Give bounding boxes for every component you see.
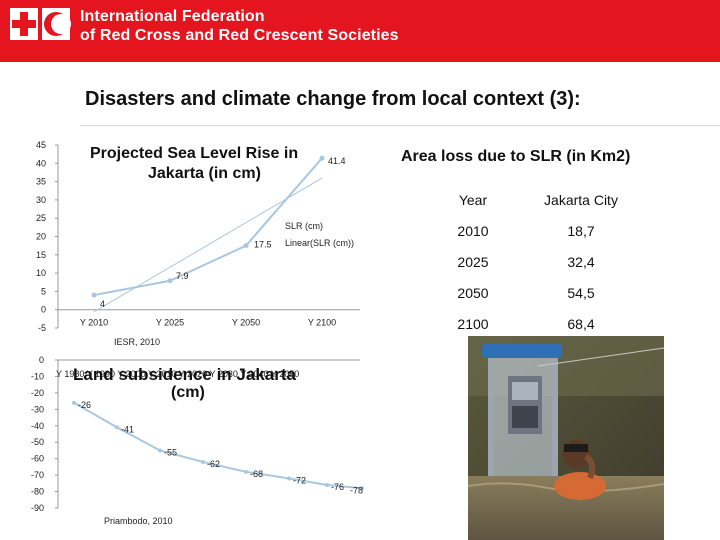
x-tick-label: Y 2025: [156, 318, 184, 328]
y-tick-label: 20: [36, 232, 46, 242]
data-point: [244, 469, 248, 474]
y-tick-label: 15: [36, 250, 46, 260]
sea-level-trendline: [93, 177, 323, 313]
sea-level-title-line2: Jakarta (in cm): [148, 165, 261, 182]
data-point: [158, 448, 162, 453]
table-cell-value: 32,4: [567, 253, 595, 270]
sea-level-rise-chart: 45 40 35 30 25 20 15 10 5 0 -5 Y 2010 Y 2025 Y 2050 Y…: [36, 140, 360, 347]
table-cell-year: 2100: [457, 315, 489, 332]
data-label: -78: [350, 485, 363, 495]
area-loss-header-city: Jakarta City: [544, 191, 618, 208]
subsidence-y-axis: [57, 359, 360, 508]
data-label: -72: [293, 475, 306, 485]
area-loss-table: Year Jakarta City 2010 18,7 2025 32,4 20…: [430, 184, 646, 339]
data-label: -55: [164, 447, 177, 457]
data-label: -26: [78, 400, 91, 410]
y-tick-label: -5: [38, 323, 46, 333]
y-tick-label: 45: [36, 140, 46, 150]
y-tick-label: -70: [31, 470, 44, 480]
data-point: [287, 476, 291, 481]
y-tick-label: 35: [36, 177, 46, 187]
y-tick-label: -40: [31, 421, 44, 431]
land-subsidence-chart: 0 -10 -20 -30 -40 -50 -60 -70 -80 -90 -26 -41 -55 -6…: [31, 355, 364, 526]
sea-level-legend-trend: Linear(SLR (cm)): [285, 238, 354, 248]
y-tick-label: -80: [31, 487, 44, 497]
data-point: [167, 278, 173, 284]
sea-level-series-line: [93, 157, 323, 297]
y-tick-label: 10: [36, 268, 46, 278]
table-cell-year: 2010: [457, 222, 489, 239]
y-tick-label: 0: [39, 355, 44, 365]
data-label: 4: [100, 299, 105, 309]
area-loss-title: Area loss due to SLR (in Km2): [401, 148, 631, 165]
header-bar: International Federation of Red Cross an…: [0, 0, 720, 62]
subsidence-title-line2: (cm): [171, 384, 205, 401]
table-cell-value: 54,5: [567, 284, 595, 301]
y-tick-label: -90: [31, 503, 44, 513]
table-cell-year: 2050: [457, 284, 489, 301]
slide-title: Disasters and climate change from local …: [85, 88, 581, 110]
y-tick-label: 5: [41, 286, 46, 296]
table-cell-value: 68,4: [567, 315, 595, 332]
data-label: 17.5: [254, 240, 272, 250]
data-point: [72, 400, 76, 405]
y-tick-label: -30: [31, 404, 44, 414]
table-row: 2025 32,4: [430, 246, 646, 277]
y-tick-label: -10: [31, 371, 44, 381]
subsidence-series-line: [73, 401, 363, 490]
flooded-phone-booth-photo: [468, 336, 664, 540]
subsidence-source: Priambodo, 2010: [104, 516, 173, 526]
data-point: [201, 459, 205, 464]
y-tick-label: -20: [31, 388, 44, 398]
org-name-line1: International Federation: [80, 8, 265, 25]
area-loss-header-row: Year Jakarta City: [430, 184, 646, 215]
x-tick-label: Y 2050: [232, 318, 260, 328]
y-tick-label: -50: [31, 437, 44, 447]
data-label: -41: [121, 424, 134, 434]
data-point: [243, 243, 249, 249]
table-row: 2050 54,5: [430, 277, 646, 308]
table-cell-value: 18,7: [567, 222, 595, 239]
y-tick-label: 25: [36, 213, 46, 223]
data-point: [91, 292, 97, 298]
data-label: -68: [250, 469, 263, 479]
data-label: 41.4: [328, 156, 346, 166]
sea-level-title-line1: Projected Sea Level Rise in: [90, 145, 298, 162]
area-loss-header-year: Year: [458, 191, 488, 208]
red-cross-red-crescent-logo: [10, 8, 71, 40]
data-label: 7.9: [176, 271, 189, 281]
x-tick-label: Y 2010: [80, 318, 108, 328]
data-point: [115, 425, 119, 430]
table-row: 2100 68,4: [430, 308, 646, 339]
data-point: [319, 155, 325, 161]
data-point: [360, 486, 364, 491]
table-cell-year: 2025: [457, 253, 489, 270]
data-label: -62: [207, 459, 220, 469]
sea-level-source: IESR, 2010: [114, 337, 160, 347]
x-tick-label: Y 2100: [308, 318, 336, 328]
y-tick-label: 0: [41, 305, 46, 315]
y-tick-label: 30: [36, 195, 46, 205]
y-tick-label: -60: [31, 454, 44, 464]
sea-level-legend-series: SLR (cm): [285, 221, 323, 231]
y-tick-label: 40: [36, 158, 46, 168]
title-divider: [80, 125, 720, 126]
subsidence-title-line1: Land subsidence in Jakarta: [73, 365, 297, 384]
data-point: [325, 482, 329, 487]
subsidence-x-tick-labels: Y 1980 Y 1990 Y 2000 Y 2010 Y 2020 Y 203…: [56, 369, 299, 379]
data-label: -76: [331, 482, 344, 492]
org-name-line2: of Red Cross and Red Crescent Societies: [80, 27, 399, 44]
table-row: 2010 18,7: [430, 215, 646, 246]
